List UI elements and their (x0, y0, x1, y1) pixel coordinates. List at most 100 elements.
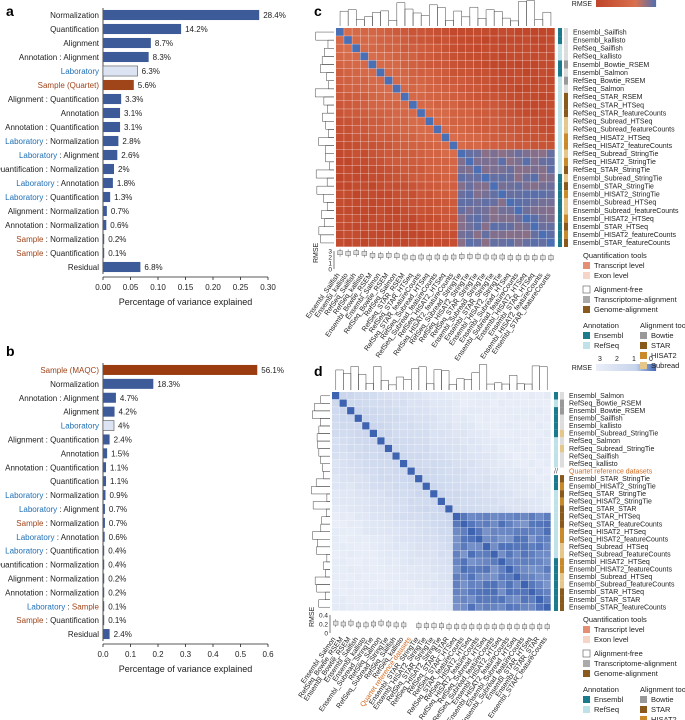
row-label: RefSeq_HISAT2_StringTie (573, 159, 656, 166)
heatmap-cell (528, 565, 536, 573)
heatmap-cell (352, 109, 361, 117)
heatmap-cell (354, 565, 362, 573)
bar (103, 448, 108, 459)
heatmap-cell (425, 182, 434, 190)
column-dendrogram-branch (453, 10, 462, 26)
bar-value-label: 3.1% (124, 109, 142, 118)
scale-swatch (648, 364, 651, 371)
heatmap-cell (368, 133, 377, 142)
heatmap-cell (445, 459, 453, 468)
heatmap-cell (399, 505, 408, 513)
heatmap-cell (452, 543, 461, 551)
scale-tick-label: 0 (649, 356, 653, 363)
row-dendrogram-branch (325, 153, 334, 163)
heatmap-cell (407, 565, 415, 573)
heatmap-cell (336, 84, 344, 93)
heatmap-cell (376, 230, 385, 239)
heatmap-cell (384, 214, 393, 223)
heatmap-cell (409, 238, 417, 247)
annotation-bar (554, 399, 558, 408)
heatmap-cell (460, 520, 468, 528)
heatmap-cell (441, 214, 450, 223)
heatmap-cell (475, 399, 483, 407)
heatmap-cell (377, 407, 385, 415)
heatmap-cell (528, 543, 536, 551)
heatmap-cell (336, 198, 344, 207)
heatmap-cell (352, 28, 361, 36)
heatmap-cell (368, 230, 377, 239)
alignment-tool-bar (560, 407, 564, 415)
heatmap-cell (506, 222, 515, 231)
heatmap-cell (415, 482, 423, 490)
legend-label-subread: Subread (651, 361, 679, 370)
row-dendrogram-branch (322, 463, 330, 472)
x-tick-label: 0.10 (150, 283, 166, 292)
heatmap-cell (460, 595, 468, 604)
heatmap-cell (543, 407, 551, 415)
heatmap-cell (506, 28, 515, 36)
heatmap-cell (514, 92, 523, 101)
heatmap-cell (457, 149, 466, 158)
heatmap-cell (513, 497, 521, 505)
row-dendrogram-branch (315, 169, 334, 179)
heatmap-cell (392, 392, 400, 400)
heatmap-cell (332, 437, 340, 445)
heatmap-cell (514, 68, 523, 77)
column-dendrogram-branch (471, 372, 480, 390)
heatmap-cell (352, 101, 361, 109)
alignment-tool-bar (560, 512, 564, 521)
heatmap-cell (347, 565, 355, 573)
heatmap-cell (368, 36, 377, 44)
heatmap-cell (505, 565, 513, 573)
heatmap-cell (368, 206, 377, 215)
heatmap-cell (522, 157, 531, 166)
heatmap-cell (415, 550, 423, 558)
heatmap-cell (457, 68, 466, 77)
heatmap-cell (430, 422, 438, 430)
heatmap-cell (520, 392, 529, 400)
bar (103, 615, 105, 626)
heatmap-cell (465, 125, 474, 134)
scale-swatch (654, 364, 657, 371)
heatmap-cell (498, 588, 506, 596)
heatmap-cell (520, 603, 529, 611)
heatmap-cell (336, 230, 344, 239)
category-label: Quantification (50, 25, 99, 34)
heatmap-cell (360, 44, 369, 53)
bar-value-label: 0.6% (110, 221, 128, 230)
heatmap-cell (392, 109, 401, 117)
heatmap-cell (457, 36, 466, 44)
heatmap-cell (445, 505, 453, 513)
heatmap-cell (336, 214, 344, 223)
heatmap-cell (339, 595, 347, 604)
alignment-tool-bar (560, 588, 564, 596)
heatmap-cell (475, 550, 483, 558)
heatmap-cell (392, 452, 400, 460)
heatmap-cell (514, 36, 523, 44)
scale-swatch (614, 0, 616, 7)
heatmap-cell (473, 60, 482, 69)
box (416, 623, 422, 628)
row-dendrogram-branch (316, 185, 334, 195)
category-label: Quantification : Normalization (0, 561, 99, 570)
heatmap-cell (392, 28, 401, 36)
heatmap-cell (538, 182, 547, 190)
heatmap-cell (354, 414, 362, 422)
heatmap-cell (344, 28, 352, 36)
heatmap-cell (376, 190, 385, 199)
heatmap-cell (483, 444, 491, 453)
heatmap-cell (490, 28, 498, 36)
x-axis-title: Percentage of variance explained (119, 297, 253, 307)
legend-label-transcript: Transcript level (594, 625, 645, 634)
heatmap-cell (392, 459, 400, 468)
heatmap-cell (520, 565, 529, 573)
heatmap-cell (465, 190, 474, 199)
heatmap-cell (430, 459, 438, 468)
heatmap-cell (339, 407, 347, 415)
heatmap-cell (399, 437, 408, 445)
heatmap-cell (505, 482, 513, 490)
annotation-bar (554, 595, 558, 604)
heatmap-cell (360, 238, 369, 247)
box (394, 253, 400, 259)
annotation-bar (558, 36, 562, 45)
